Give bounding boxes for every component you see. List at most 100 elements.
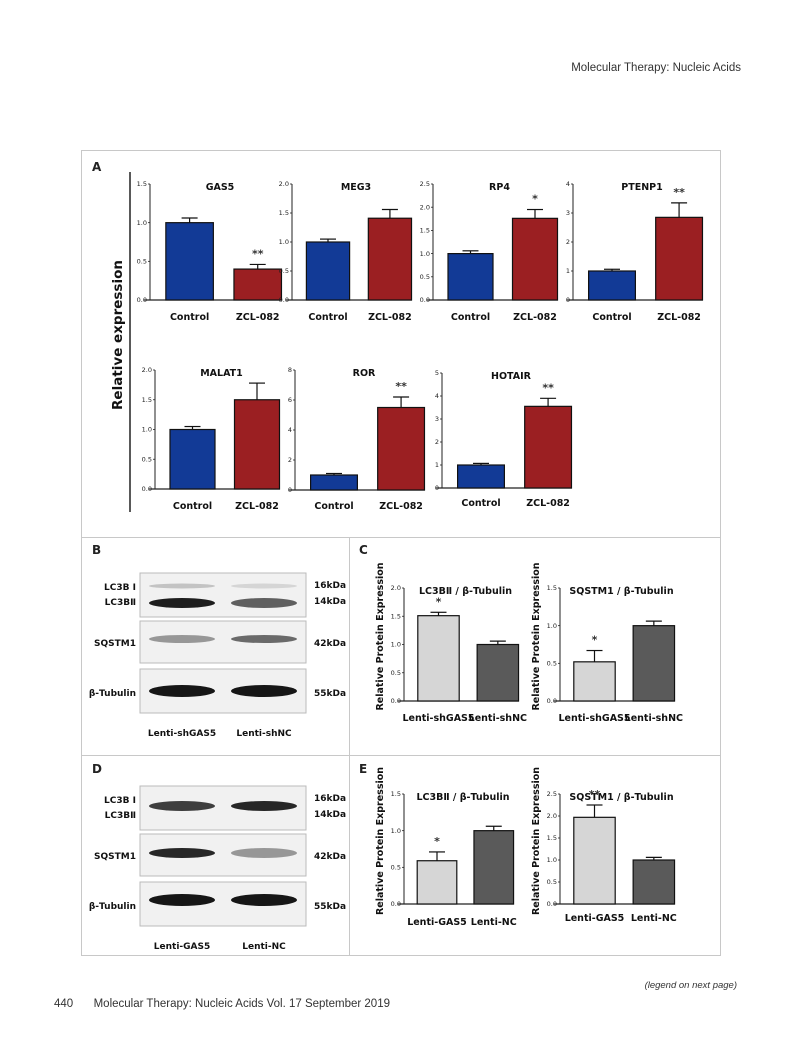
blot-row-label: β-Tubulin [89,689,136,699]
blot-row-label: SQSTM1 [94,852,136,862]
y-tick-label: 0.5 [547,660,557,668]
y-tick-label: 2 [435,438,439,446]
molecular-weight-label: 14kDa [314,810,346,820]
y-tick-label: 1.5 [420,227,430,235]
bar-lenti-gas5 [416,860,458,905]
bar-control [305,241,351,301]
bar-control [169,428,216,490]
y-tick-label: 1.0 [142,426,152,434]
y-tick-label: 1.5 [547,584,557,592]
bar-lenti-gas5 [573,816,616,905]
y-tick-label: 0.0 [420,296,430,304]
y-axis-label: Relative Protein Expression [531,562,542,710]
y-tick-label: 2.0 [391,584,401,592]
y-tick-label: 0.5 [279,267,289,275]
bar-lenti-shgas5 [573,661,616,702]
y-axis-label: Relative Protein Expression [531,767,542,915]
chart-lc3b-tubulin: 0.0 0.5 1.0 1.5 LC3BⅡ / β-Tubulin * Lenti-GAS5… [375,767,517,928]
blot-row-label: SQSTM1 [94,639,136,649]
category-label: ZCL-082 [235,501,279,512]
y-tick-label: 2.0 [142,366,152,374]
category-label: Lenti-shGAS5 [402,713,474,724]
western-blot-b: LC3B Ⅰ LC3BⅡ SQSTM1 β-Tubulin 16kDa 14kDa 42kD… [89,572,346,739]
category-label: ZCL-082 [657,312,701,323]
chart-meg3: 0.0 0.5 1.0 1.5 2.0 MEG3 Control ZCL-082 [279,180,413,323]
y-tick-label: 2.0 [420,203,430,211]
category-label: Control [170,312,209,323]
blot-row-label: β-Tubulin [89,902,136,912]
y-tick-label: 0.0 [391,900,401,908]
panel-label-c: C [359,543,368,557]
y-tick-label: 0.5 [137,258,147,266]
protein-band [149,685,215,697]
molecular-weight-label: 16kDa [314,794,346,804]
chart-ptenp1: 0 1 2 3 4 PTENP1 Control ** ZCL-082 [566,180,704,323]
protein-band [231,848,297,858]
y-tick-label: 1.0 [279,238,289,246]
protein-band [231,685,297,697]
panel-label-d: D [92,762,102,776]
bar-zcl-082 [377,406,426,491]
bar-lenti-shnc [476,643,520,702]
chart-sqstm1-tubulin: 0.0 0.5 1.0 1.5 2.0 2.5 SQSTM1 / β-Tubulin** Le… [531,767,677,924]
divider [349,537,350,956]
chart-title: LC3BⅡ / β-Tubulin [419,586,512,597]
panel-label-a: A [92,160,102,174]
bar-lenti-nc [632,859,676,905]
y-tick-label: 1.5 [279,209,289,217]
bar-zcl-082 [524,405,573,489]
chart-title: HOTAIR [491,371,532,382]
category-label: Control [592,312,631,323]
significance-marker: ** [395,380,407,393]
bar-lenti-shgas5 [417,615,460,702]
y-tick-label: 4 [566,180,570,188]
category-label: Control [461,498,500,509]
western-blot-d: LC3B Ⅰ LC3BⅡ SQSTM1 β-Tubulin 16kDa 14kDa 42kD… [89,785,346,952]
y-tick-label: 1 [566,267,570,275]
bar-control [587,270,636,301]
chart-title: MALAT1 [200,368,243,379]
protein-band [149,598,215,608]
journal-header: Molecular Therapy: Nucleic Acids [571,62,741,74]
bar-zcl-082 [233,399,281,490]
panel-a-ylabel: Relative expression [110,260,126,410]
chart-malat1: 0.0 0.5 1.0 1.5 2.0 MALAT1 Control ZCL-082 [142,366,281,512]
significance-marker: * [436,595,442,608]
y-tick-label: 0.0 [279,296,289,304]
bar-control [447,253,494,301]
chart-rp4: 0.0 0.5 1.0 1.5 2.0 2.5 RP4 Control * ZCL-082 [420,180,559,323]
lane-label: Lenti-shNC [236,729,292,739]
y-tick-label: 0.0 [391,697,401,705]
y-tick-label: 3 [566,209,570,217]
y-tick-label: 2.5 [420,180,430,188]
y-tick-label: 4 [435,392,439,400]
category-label: Lenti-shGAS5 [558,713,630,724]
bar-zcl-082 [511,217,559,301]
lane-label: Lenti-NC [242,942,286,952]
category-label: Control [173,501,212,512]
y-tick-label: 1.5 [547,834,557,842]
bar-control [310,474,359,491]
protein-band [231,801,297,811]
protein-band [149,848,215,858]
legend-note: (legend on next page) [644,980,737,991]
bar-lenti-nc [473,830,515,905]
bar-zcl-082 [233,268,283,301]
blots-group: LC3B Ⅰ LC3BⅡ SQSTM1 β-Tubulin 16kDa 14kDa 42kD… [89,572,346,952]
bar-control [457,464,506,489]
category-label: Control [314,501,353,512]
divider [81,537,721,538]
blot-row-label: LC3B Ⅰ [104,583,136,593]
protein-band [231,583,297,589]
bar-control [165,222,214,301]
category-label: ZCL-082 [236,312,280,323]
divider [81,755,721,756]
chart-sqstm1-tubulin: 0.0 0.5 1.0 1.5 SQSTM1 / β-Tubulin * Lenti-shG… [531,562,683,724]
blot-row-label: LC3BⅡ [105,811,136,821]
molecular-weight-label: 42kDa [314,639,346,649]
chart-title: MEG3 [341,182,371,193]
chart-title: PTENP1 [621,182,662,193]
panel-label-b: B [92,543,102,557]
y-tick-label: 1.0 [547,856,557,864]
